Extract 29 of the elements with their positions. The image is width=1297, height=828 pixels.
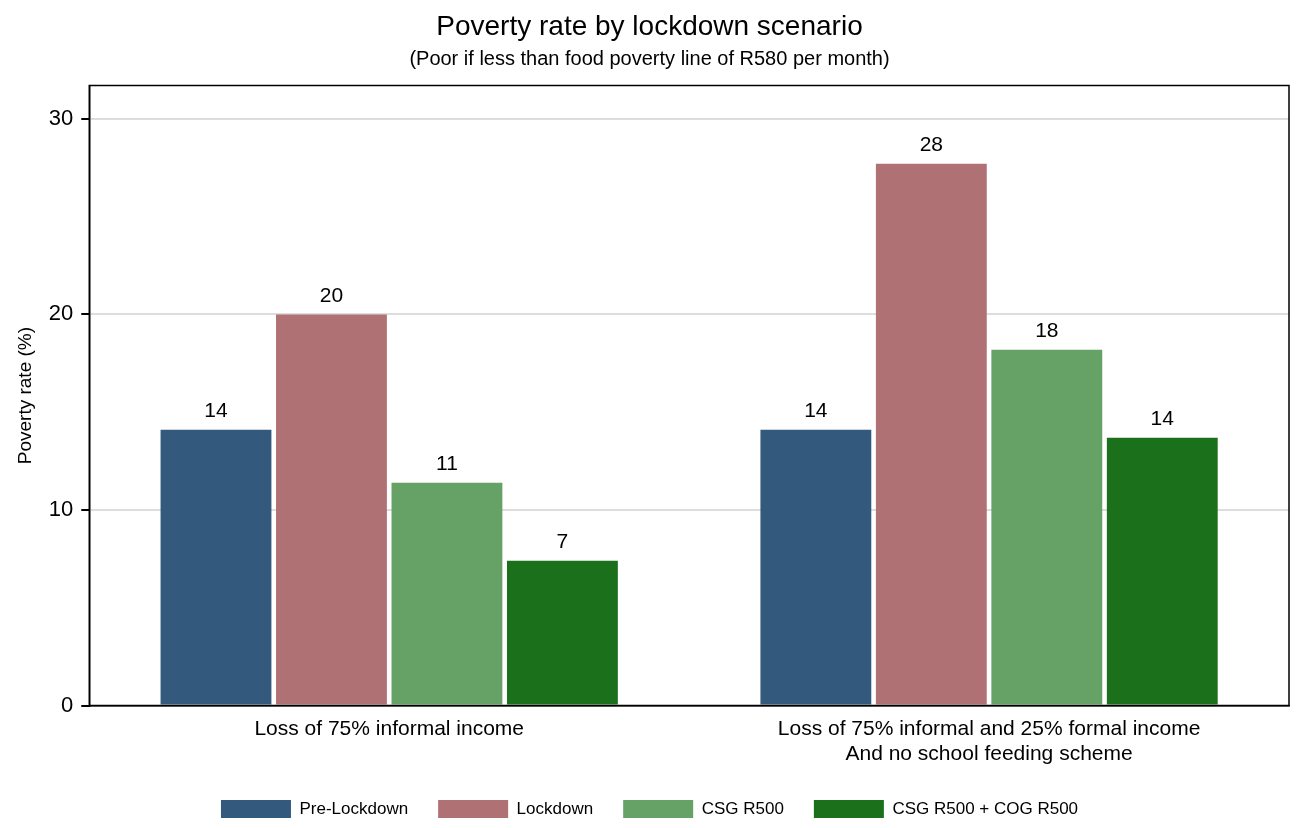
data-label: 14 [204,398,228,422]
bar [760,429,872,705]
x-tick-label: Loss of 75% informal income [254,716,525,739]
data-label: 11 [436,450,458,474]
bar [1106,437,1218,705]
y-axis-title: Poverty rate (%) [13,326,35,465]
bar [160,429,272,705]
x-tick-label: Loss of 75% informal and 25% formal income And no school feeding scheme [777,716,1201,765]
legend-label: Lockdown [516,798,594,818]
data-label: 20 [319,282,344,306]
y-tick-label: 10 [48,496,74,522]
data-label: 28 [919,132,944,156]
bar [991,349,1103,705]
y-tick-label: 0 [61,691,74,717]
data-label: 14 [1150,405,1175,429]
bar [276,314,387,705]
bar [875,163,987,705]
bar [391,482,503,705]
chart-subtitle: (Poor if less than food poverty line of R580 per month) [409,47,890,70]
data-label: 18 [1035,317,1059,341]
y-tick-label: 30 [48,104,74,130]
legend-label: Pre-Lockdown [299,798,409,818]
y-tick-label: 20 [48,300,74,326]
data-label: 7 [556,529,569,553]
chart-title: Poverty rate by lockdown scenario [436,9,863,41]
legend-label: CSG R500 [701,798,784,818]
legend-label: CSG R500 + COG R500 [892,798,1079,818]
data-label: 14 [804,398,828,422]
bar [506,560,618,705]
